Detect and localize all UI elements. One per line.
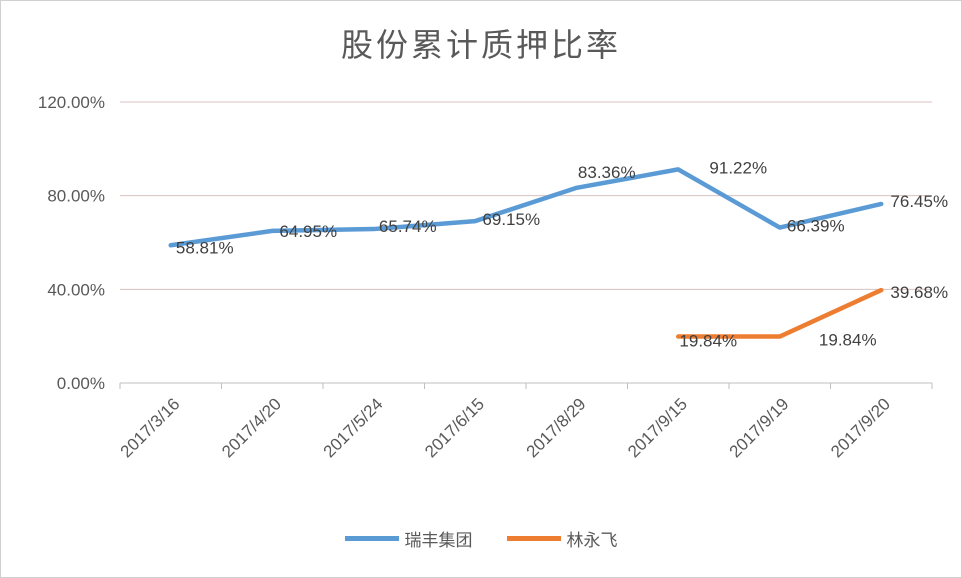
- x-tick-label: 2017/8/29: [523, 394, 590, 461]
- x-tick-label: 2017/6/15: [421, 394, 488, 461]
- y-tick-label: 120.00%: [38, 93, 105, 112]
- data-label: 65.74%: [379, 217, 437, 236]
- data-label: 83.36%: [578, 163, 636, 182]
- data-label: 64.95%: [279, 222, 337, 241]
- y-tick-label: 40.00%: [47, 280, 105, 299]
- x-tick-label: 2017/9/15: [624, 394, 691, 461]
- x-tick-label: 2017/9/20: [827, 394, 894, 461]
- data-label: 76.45%: [890, 192, 948, 211]
- x-tick-label: 2017/4/20: [218, 394, 285, 461]
- data-label: 66.39%: [787, 217, 845, 236]
- y-tick-label: 80.00%: [47, 187, 105, 206]
- data-label: 91.22%: [709, 158, 767, 177]
- x-tick-label: 2017/9/19: [726, 394, 793, 461]
- legend-item-series-0: 瑞丰集团: [344, 526, 473, 551]
- legend-swatch: [344, 536, 399, 541]
- series-line-1: [676, 287, 884, 339]
- legend-item-series-1: 林永飞: [506, 526, 618, 551]
- data-label: 39.68%: [890, 283, 948, 302]
- data-label: 69.15%: [482, 210, 540, 229]
- data-label: 19.84%: [679, 332, 737, 351]
- data-label: 58.81%: [176, 238, 234, 257]
- x-tick-label: 2017/5/24: [320, 394, 387, 461]
- series-line-0: [168, 167, 884, 248]
- chart-title: 股份累计质押比率: [340, 26, 621, 64]
- legend-label: 瑞丰集团: [404, 531, 473, 551]
- x-tick-label: 2017/3/16: [117, 394, 184, 461]
- data-label: 19.84%: [819, 331, 877, 350]
- legend-swatch: [506, 536, 561, 541]
- legend-label: 林永飞: [566, 531, 618, 551]
- chart-legend: 瑞丰集团 林永飞: [0, 526, 962, 551]
- y-tick-label: 0.00%: [57, 374, 105, 393]
